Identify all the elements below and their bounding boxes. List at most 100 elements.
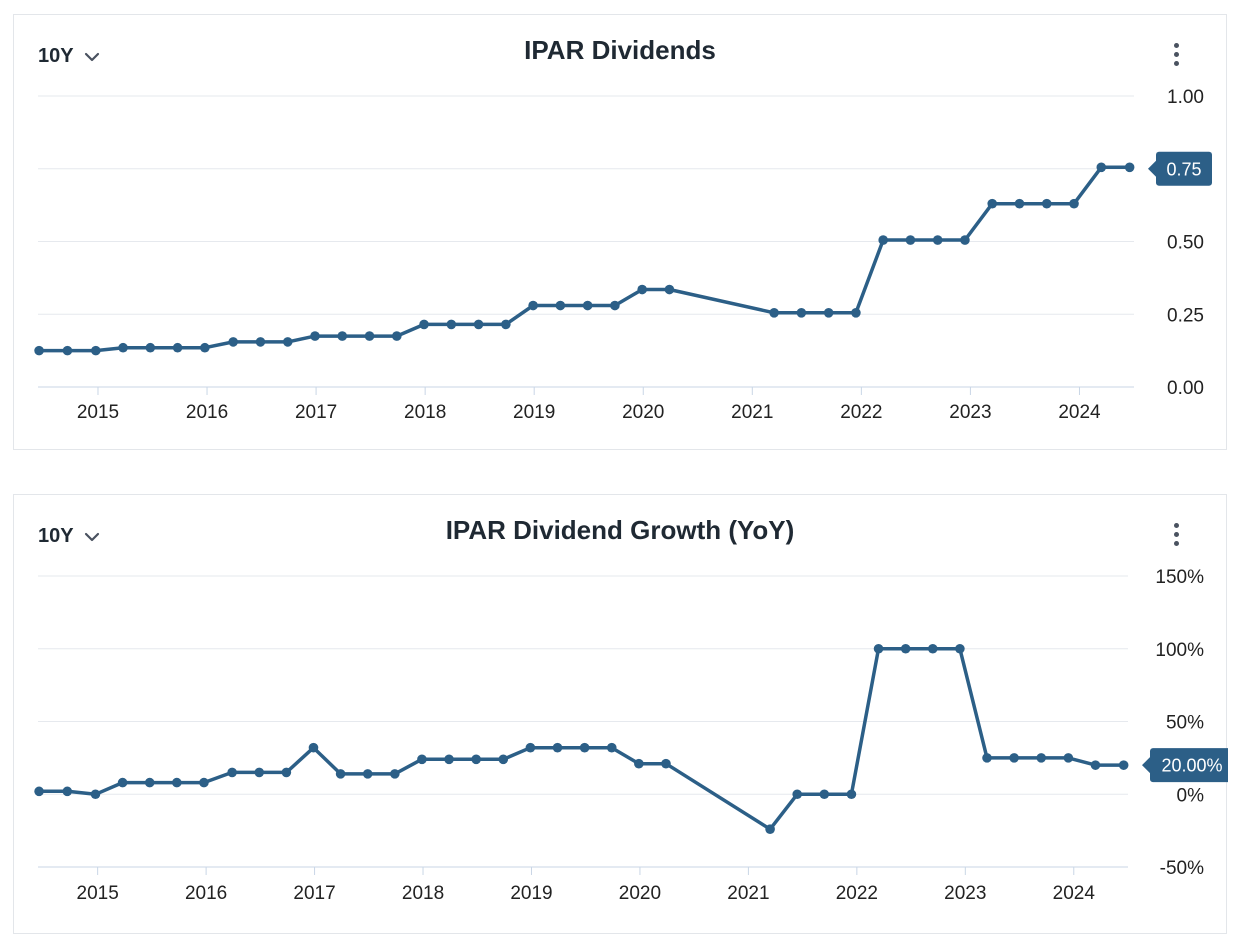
data-point xyxy=(823,307,834,318)
data-point xyxy=(471,754,481,765)
data-point xyxy=(446,319,457,330)
y-tick-label: -50% xyxy=(1160,858,1204,879)
data-point xyxy=(419,319,429,330)
data-point xyxy=(90,345,101,356)
data-point xyxy=(498,754,509,765)
data-point xyxy=(1063,753,1074,763)
data-point xyxy=(118,342,128,353)
chevron-down-icon xyxy=(84,45,100,68)
y-tick-label: 0% xyxy=(1177,785,1205,806)
data-point xyxy=(819,789,830,800)
data-point xyxy=(579,742,590,753)
data-point xyxy=(337,331,348,341)
y-tick-label: 0.50 xyxy=(1167,233,1204,254)
data-point xyxy=(90,789,101,800)
data-point xyxy=(34,786,44,797)
x-tick-label: 2024 xyxy=(1053,883,1096,904)
x-tick-label: 2023 xyxy=(944,883,986,904)
x-tick-label: 2015 xyxy=(77,402,119,423)
data-point xyxy=(501,319,511,330)
data-point xyxy=(145,342,156,353)
x-tick-label: 2022 xyxy=(840,402,882,423)
data-point xyxy=(117,777,128,788)
period-selector[interactable]: 10Y xyxy=(38,525,100,548)
data-point xyxy=(172,777,182,788)
data-point xyxy=(1041,198,1052,209)
data-point xyxy=(308,742,319,753)
data-point xyxy=(172,342,183,353)
data-point xyxy=(987,198,998,209)
last-value-badge: 0.75 xyxy=(1148,151,1212,186)
data-point xyxy=(62,345,73,356)
x-tick-label: 2016 xyxy=(186,402,228,423)
data-point xyxy=(444,754,454,765)
x-tick-label: 2017 xyxy=(295,402,337,423)
data-point xyxy=(144,777,155,788)
data-point xyxy=(555,300,566,311)
x-tick-label: 2016 xyxy=(185,883,227,904)
x-tick-label: 2018 xyxy=(404,402,446,423)
x-tick-label: 2021 xyxy=(731,402,773,423)
data-point xyxy=(1124,162,1135,173)
x-tick-label: 2020 xyxy=(622,402,664,423)
data-point xyxy=(364,331,375,341)
period-label: 10Y xyxy=(38,525,74,547)
data-point xyxy=(1096,162,1107,173)
x-tick-label: 2023 xyxy=(949,402,991,423)
data-point xyxy=(391,331,402,341)
last-value-badge: 20.00% xyxy=(1142,748,1228,783)
data-point xyxy=(1009,753,1019,763)
x-tick-label: 2019 xyxy=(510,883,552,904)
dividend-growth-chart-card: 10Y IPAR Dividend Growth (YoY) 150% 100% 5… xyxy=(13,494,1228,934)
data-point xyxy=(227,767,237,778)
data-point xyxy=(637,284,647,295)
series-line xyxy=(37,647,1126,831)
dividend-growth-plot: 150% 100% 50% 0% -50% 2015 2016 2017 2018 2019 202… xyxy=(34,567,1228,904)
data-point xyxy=(664,284,675,295)
data-point xyxy=(362,769,373,779)
kebab-menu-icon[interactable] xyxy=(1166,39,1186,73)
chevron-down-icon xyxy=(84,525,100,548)
last-value-label: 0.75 xyxy=(1166,159,1201,179)
data-point xyxy=(417,754,427,765)
data-point xyxy=(634,758,644,769)
data-point xyxy=(228,337,239,347)
data-point xyxy=(661,758,671,769)
data-point xyxy=(1036,753,1047,763)
data-point xyxy=(851,307,861,318)
data-point xyxy=(846,789,857,800)
data-point xyxy=(200,342,210,353)
chart-title: IPAR Dividends xyxy=(524,35,716,65)
data-point xyxy=(792,789,803,800)
data-point xyxy=(606,742,617,753)
data-point xyxy=(552,742,563,753)
data-point xyxy=(473,319,484,330)
data-point xyxy=(796,307,807,318)
x-tick-label: 2022 xyxy=(836,883,878,904)
data-point xyxy=(281,767,292,778)
period-label: 10Y xyxy=(38,45,74,67)
data-point xyxy=(878,235,888,245)
y-tick-label: 150% xyxy=(1155,567,1204,588)
data-point xyxy=(310,331,320,341)
data-point xyxy=(390,769,400,779)
data-point xyxy=(955,643,965,654)
y-tick-label: 0.25 xyxy=(1167,305,1204,326)
data-point xyxy=(900,643,911,654)
data-point xyxy=(525,742,536,753)
x-tick-label: 2018 xyxy=(402,883,444,904)
data-point xyxy=(282,337,293,347)
data-point xyxy=(1118,760,1129,770)
kebab-menu-icon[interactable] xyxy=(1166,519,1186,553)
data-point xyxy=(255,337,266,347)
data-point xyxy=(927,643,938,654)
x-tick-label: 2024 xyxy=(1058,402,1101,423)
last-value-label: 20.00% xyxy=(1161,756,1222,776)
dividends-chart-card: 10Y IPAR Dividends 1.00 0.75 0.50 0.25 0.00 2… xyxy=(13,14,1227,450)
data-point xyxy=(873,643,884,654)
data-point xyxy=(62,786,73,797)
y-tick-label: 100% xyxy=(1155,640,1204,661)
x-tick-label: 2017 xyxy=(293,883,335,904)
period-selector[interactable]: 10Y xyxy=(38,45,100,68)
x-tick-label: 2015 xyxy=(77,883,119,904)
